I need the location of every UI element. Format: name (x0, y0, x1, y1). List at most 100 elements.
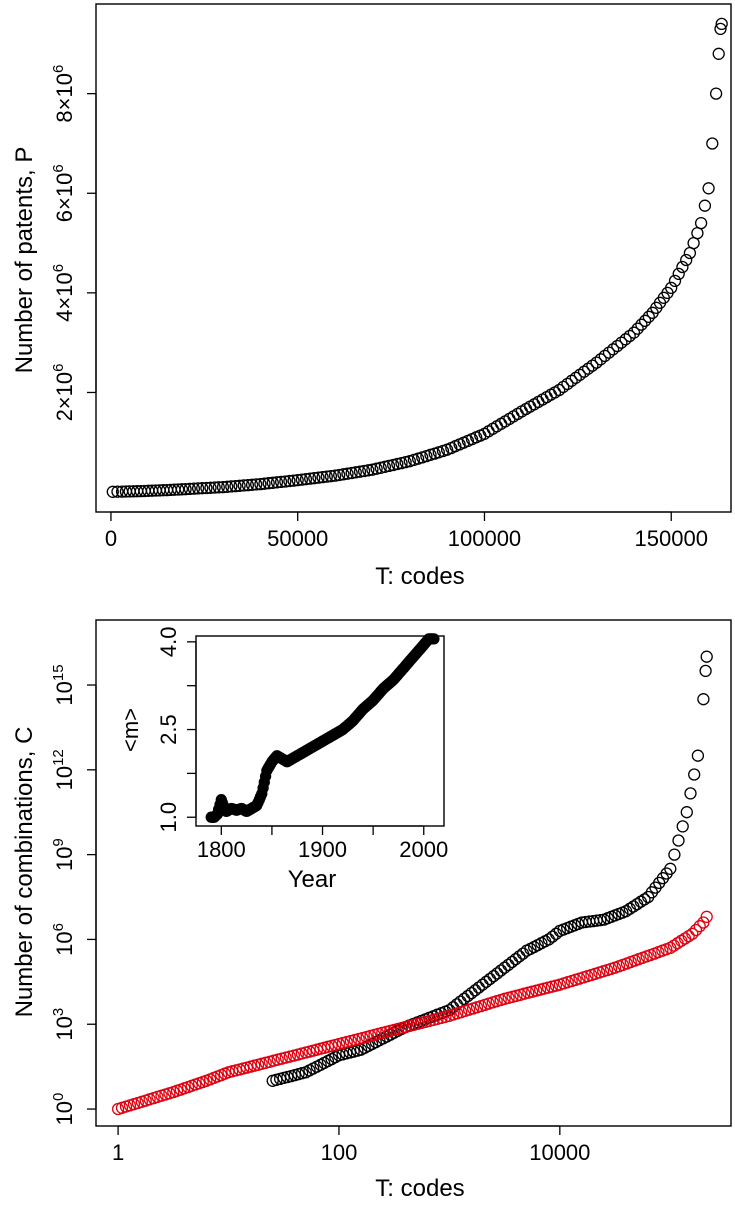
patents-chart: 0 50000 100000 150000 2×1064×1066×1068×106 … (11, 3, 732, 590)
patents-y-tick-label: 8×106 (50, 65, 77, 123)
combinations-x-tick-label: 100 (321, 1140, 358, 1165)
patents-point (216, 480, 230, 494)
combinations-point-black (549, 927, 563, 940)
patents-point (638, 314, 652, 327)
combinations-point-red (686, 927, 699, 940)
combinations-y-tick-label: 1012 (50, 749, 77, 790)
patents-point (635, 318, 648, 331)
patents-x-tick-label: 150000 (635, 526, 708, 551)
combinations-point-red (693, 920, 706, 933)
inset-y-tick-label: 2.5 (156, 714, 181, 745)
inset-x-tick-label: 1900 (298, 837, 347, 862)
patents-point (642, 310, 655, 323)
patents-point (687, 236, 700, 250)
patents-point (258, 477, 271, 490)
combinations-point-black (491, 967, 504, 980)
combinations-y-tick-label: 106 (50, 923, 77, 956)
patents-point (308, 471, 321, 485)
patents-point (221, 480, 234, 493)
patents-point (515, 405, 528, 418)
combinations-point-red (700, 910, 713, 923)
patents-point (378, 460, 392, 473)
combinations-y-tick-label: 109 (50, 838, 77, 871)
patents-point (233, 479, 246, 492)
patents-point (274, 475, 288, 489)
combinations-y-axis: 100 103 106 109 1012 1015 (50, 664, 97, 1126)
patents-point (676, 260, 689, 274)
patents-point (573, 368, 587, 381)
combinations-point-black (476, 978, 489, 991)
inset-x-axis: 1800 1900 2000 (197, 825, 448, 862)
inset-x-label: Year (288, 866, 337, 893)
combinations-point-red (682, 929, 695, 943)
combinations-point-red (689, 923, 703, 937)
patents-point (561, 377, 574, 391)
patents-point (366, 463, 379, 476)
patents-point (179, 482, 192, 496)
combinations-y-tick-label: 100 (50, 1093, 77, 1126)
patents-x-tick-label: 50000 (267, 526, 328, 551)
patents-x-label: T: codes (375, 563, 464, 590)
combinations-point-black (664, 862, 677, 875)
patents-point (106, 485, 119, 498)
patents-point (175, 483, 189, 496)
combinations-point-black (638, 893, 651, 906)
patents-point (245, 478, 259, 491)
patents-point (706, 137, 719, 150)
patents-point (519, 402, 533, 416)
patents-point (702, 182, 715, 195)
patents-point (212, 481, 225, 494)
combinations-point-black (461, 989, 474, 1003)
combinations-point-black (684, 787, 697, 800)
patents-point (229, 479, 242, 493)
patents-point (586, 359, 599, 372)
combinations-point-black (494, 964, 508, 977)
combinations-y-label: Number of combinations, C (11, 727, 38, 1018)
combinations-point-black (502, 958, 515, 972)
patents-point (324, 469, 338, 483)
patents-point (709, 87, 723, 100)
patents-point (353, 465, 367, 478)
patents-point (299, 472, 313, 486)
patents-point (196, 482, 209, 495)
combinations-point-black (498, 961, 511, 974)
combinations-y-tick-label: 1015 (50, 664, 77, 705)
patents-y-tick-label: 6×106 (50, 164, 77, 222)
inset-x-tick-label: 2000 (399, 837, 448, 862)
patents-point (208, 481, 221, 494)
patents-point (691, 226, 704, 240)
patents-point (262, 477, 275, 490)
patents-point (391, 457, 404, 471)
patents-point (241, 478, 255, 492)
patents-point (191, 482, 205, 495)
inset-y-tick-label: 1.0 (156, 802, 181, 833)
patents-plot-frame (95, 3, 732, 513)
patents-point (627, 326, 641, 339)
patents-x-axis: 0 50000 100000 150000 (105, 511, 708, 551)
inset-y-axis: 1.0 2.5 4.0 (156, 627, 197, 833)
patents-point (536, 393, 549, 406)
inset-chart: 1800 1900 2000 1.0 2.5 4.0 Year <m> (118, 627, 448, 893)
patents-point (698, 199, 712, 212)
patents-points (106, 17, 728, 498)
patents-point (279, 475, 292, 488)
combinations-point-black (469, 984, 482, 997)
patents-point (345, 466, 358, 480)
patents-point (362, 464, 375, 477)
patents-point (712, 47, 725, 60)
patents-point (349, 466, 362, 479)
combinations-point-black (672, 834, 685, 847)
combinations-point-black (483, 972, 497, 986)
patents-point (237, 479, 250, 492)
patents-point (619, 333, 632, 346)
inset-x-tick-label: 1800 (197, 837, 246, 862)
patents-point (540, 390, 553, 404)
combinations-point-black (480, 975, 493, 988)
patents-x-tick-label: 0 (105, 526, 117, 551)
patents-point (374, 461, 387, 474)
patents-point (598, 349, 611, 363)
patents-y-tick-label: 2×106 (50, 364, 77, 422)
patents-point (111, 485, 124, 498)
